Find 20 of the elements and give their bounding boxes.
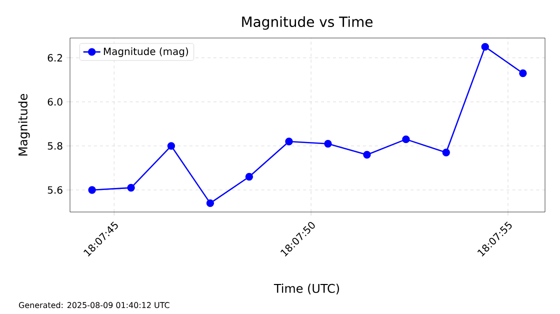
point: [363, 150, 371, 159]
point: [481, 42, 489, 51]
point: [88, 186, 96, 194]
x-axis-title: Time (UTC): [274, 284, 340, 294]
point: [324, 140, 332, 148]
point: [206, 199, 214, 208]
legend-label: Magnitude (mag): [104, 47, 188, 58]
y-tick-label: 5.8: [48, 142, 62, 150]
point: [402, 135, 410, 144]
point: [245, 172, 254, 181]
y-tick-label: 6.0: [48, 98, 62, 106]
point: [127, 184, 135, 192]
chart-title: Magnitude vs Time: [242, 16, 372, 30]
point: [167, 142, 176, 150]
y-tick-label: 5.6: [48, 186, 62, 194]
point: [519, 69, 527, 78]
y-axis-title: Magnitude: [18, 94, 30, 156]
point: [442, 148, 450, 156]
y-tick-label: 6.2: [48, 54, 62, 62]
point: [285, 138, 293, 146]
